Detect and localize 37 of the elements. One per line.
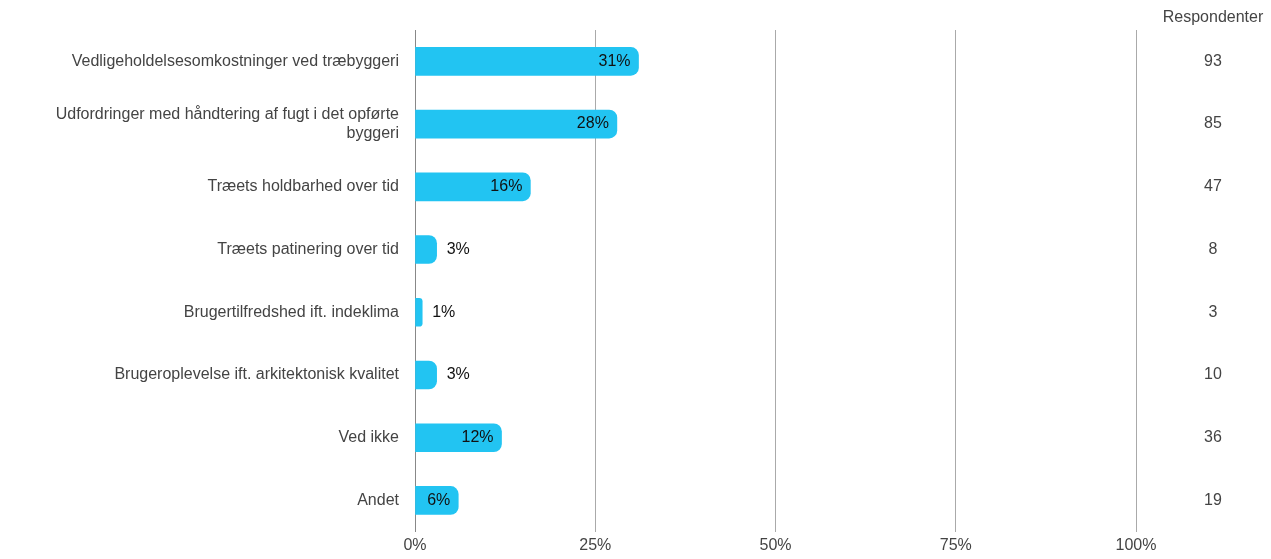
text: 3: [1208, 302, 1218, 320]
data-label: 16%: [490, 177, 523, 195]
y-tick-label: Træets holdbarhed over tid: [207, 177, 399, 195]
x-tick-label: 0%: [403, 535, 427, 553]
bar: [415, 360, 437, 390]
text: 47: [1204, 177, 1222, 195]
data-label: 1%: [432, 302, 456, 320]
bar: [415, 423, 502, 453]
text: 36: [1204, 428, 1222, 446]
y-tick-label: Brugeroplevelse ift. arkitektonisk kvalitet: [114, 365, 400, 383]
x-tick-label: 100%: [1115, 535, 1157, 553]
bar: [415, 172, 531, 202]
text: Respondenter: [1162, 8, 1264, 26]
text: 8: [1208, 239, 1218, 257]
x-tick-label: 25%: [579, 535, 612, 553]
y-tick-label: Andet: [357, 490, 400, 508]
bar: [415, 297, 423, 327]
y-tick-label: Træets patinering over tid: [217, 239, 399, 257]
data-label: 3%: [446, 365, 470, 383]
data-label: 6%: [427, 490, 451, 508]
data-label: 3%: [446, 239, 470, 257]
y-tick-label: Brugertilfredshed ift. indeklima: [183, 302, 400, 320]
text: 85: [1204, 114, 1222, 132]
x-tick-label: 50%: [759, 535, 792, 553]
text: 19: [1204, 490, 1222, 508]
bar: [415, 47, 639, 76]
bar: [415, 109, 618, 139]
data-label: 31%: [598, 51, 631, 69]
text: 93: [1204, 51, 1222, 69]
y-tick-label: Vedligeholdelsesomkostninger ved træbyggeri: [71, 51, 399, 69]
text: 10: [1204, 365, 1222, 383]
data-label: 12%: [461, 428, 494, 446]
x-tick-label: 75%: [939, 535, 972, 553]
y-tick-label: Ved ikke: [338, 428, 400, 446]
y-tick-label: Udfordringer med håndtering af fugt i det opførte byggeri: [55, 104, 400, 142]
data-label: 28%: [576, 114, 609, 132]
bar: [415, 235, 437, 264]
